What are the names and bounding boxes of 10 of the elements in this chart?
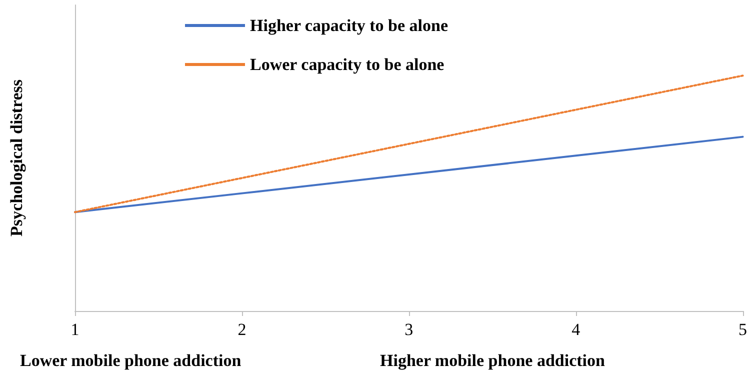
x-tick-label: 3 (404, 320, 414, 339)
legend-label: Lower capacity to be alone (250, 55, 445, 74)
x-tick-label: 2 (238, 320, 246, 339)
x-tick-label: 4 (572, 320, 581, 339)
y-axis-title: Psychological distress (7, 79, 26, 236)
x-tick-label: 5 (738, 320, 747, 339)
text: Higher mobile phone addiction (380, 351, 606, 370)
text: Lower mobile phone addiction (20, 351, 242, 370)
legend-label: Higher capacity to be alone (250, 16, 448, 35)
x-tick-label: 1 (70, 320, 80, 339)
